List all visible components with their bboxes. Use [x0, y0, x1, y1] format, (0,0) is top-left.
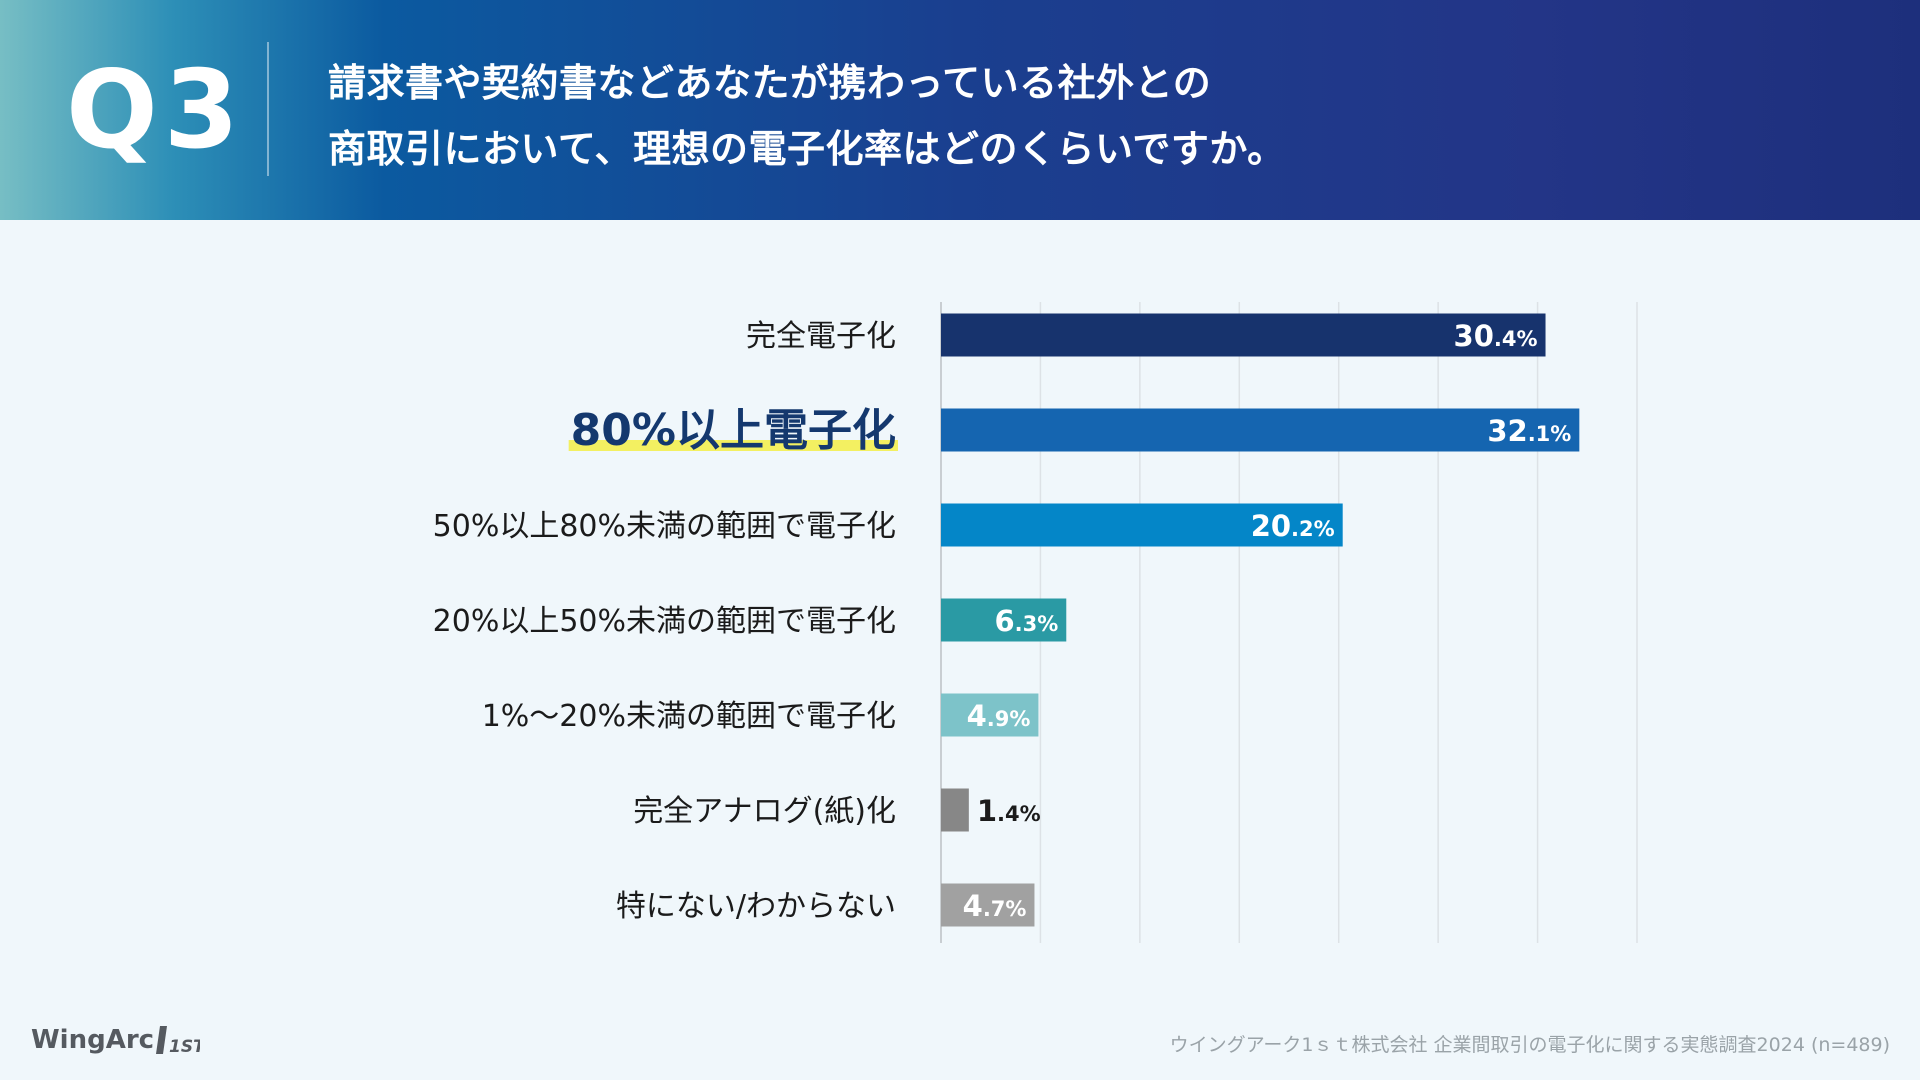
company-logo: WingArc 1ST — [31, 1020, 200, 1060]
question-number: Q3 — [66, 48, 245, 173]
logo-1st-mark: 1ST — [156, 1026, 200, 1057]
bar-6 — [941, 883, 1035, 927]
value-label-2: 20.2% — [1251, 509, 1335, 543]
category-label-1: 80%以上電子化 — [571, 405, 896, 456]
value-label-0: 30.4% — [1454, 319, 1538, 353]
bar-5 — [941, 788, 969, 832]
bar-4 — [941, 693, 1039, 737]
logo-wordmark: WingArc — [31, 1025, 155, 1055]
chart-bars — [941, 313, 1580, 927]
value-label-4: 4.9% — [967, 699, 1031, 733]
chart-category-labels: 完全電子化 80%以上電子化 50%以上80%未満の範囲で電子化 20%以上50%未満… — [433, 319, 898, 924]
bar-1 — [941, 408, 1580, 452]
category-label-5: 完全アナログ(紙)化 — [633, 794, 896, 829]
header-divider — [267, 42, 269, 176]
bar-3 — [941, 598, 1067, 642]
value-label-6: 4.7% — [963, 889, 1027, 923]
bar-0 — [941, 313, 1546, 357]
category-label-6: 特にない/わからない — [616, 889, 896, 924]
value-label-3: 6.3% — [994, 604, 1058, 638]
value-label-5: 1.4% — [977, 794, 1041, 828]
category-highlight — [568, 440, 898, 451]
category-label-4: 1%〜20%未満の範囲で電子化 — [482, 699, 896, 734]
bar-2 — [941, 503, 1343, 547]
question-title-line-1: 請求書や契約書などあなたが携わっている社外との — [328, 61, 1212, 105]
category-label-0: 完全電子化 — [746, 319, 896, 354]
logo-suffix-text: 1ST — [169, 1037, 200, 1057]
category-label-3: 20%以上50%未満の範囲で電子化 — [433, 604, 896, 639]
question-title-line-2: 商取引において、理想の電子化率はどのくらいですか。 — [328, 127, 1286, 171]
category-label-2: 50%以上80%未満の範囲で電子化 — [433, 509, 896, 544]
value-label-1: 32.1% — [1487, 414, 1571, 448]
source-note: ウイングアーク1ｓｔ株式会社 企業間取引の電子化に関する実態調査2024 (n=… — [1169, 1034, 1890, 1056]
chart-value-labels: 30.4% 32.1% 20.2% 6.3% 4.9% 1.4% 4.7% — [963, 319, 1572, 923]
header-banner: Q3 請求書や契約書などあなたが携わっている社外との 商取引において、理想の電子… — [0, 0, 1920, 220]
